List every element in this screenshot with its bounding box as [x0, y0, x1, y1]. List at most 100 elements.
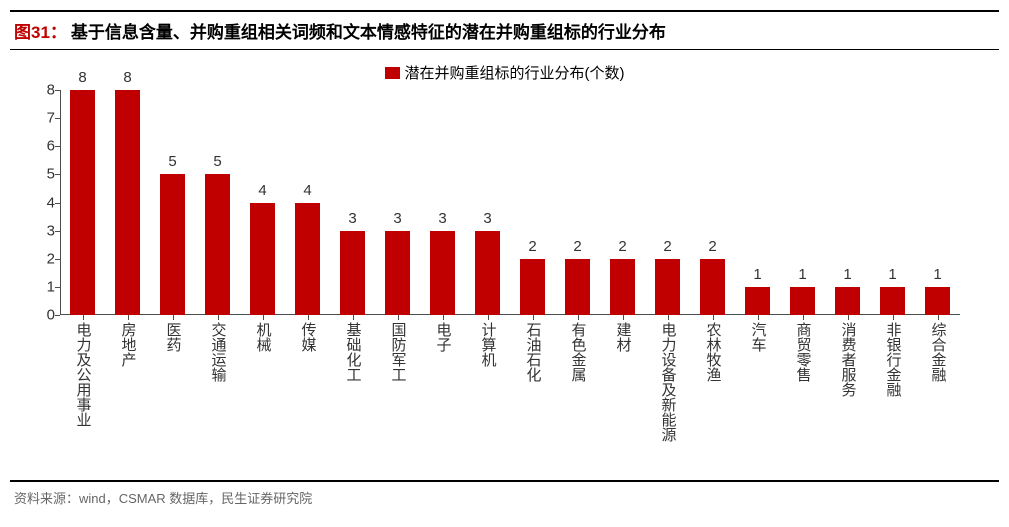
bar-group: 2	[700, 259, 725, 315]
bar	[475, 231, 500, 315]
y-tick-label: 6	[35, 138, 55, 155]
x-tick-mark	[83, 315, 84, 320]
bar-group: 8	[115, 90, 140, 315]
category-label: 医药	[166, 322, 181, 352]
bar-value-label: 1	[933, 266, 941, 283]
bar	[295, 203, 320, 316]
category-label: 商贸零售	[796, 322, 811, 382]
bar	[520, 259, 545, 315]
x-tick-mark	[218, 315, 219, 320]
bar-group: 2	[610, 259, 635, 315]
x-tick-mark	[263, 315, 264, 320]
x-tick-mark	[308, 315, 309, 320]
x-tick-mark	[668, 315, 669, 320]
bar-group: 4	[295, 203, 320, 316]
bar-group: 1	[925, 287, 950, 315]
figure-number: 图31：	[14, 18, 67, 43]
y-tick-mark	[55, 287, 60, 288]
y-tick-mark	[55, 118, 60, 119]
bar	[790, 287, 815, 315]
y-tick-label: 8	[35, 82, 55, 99]
bar	[340, 231, 365, 315]
y-tick-label: 1	[35, 278, 55, 295]
bar-value-label: 2	[618, 238, 626, 255]
bar-group: 1	[880, 287, 905, 315]
category-label: 交通运输	[211, 322, 226, 382]
bar-value-label: 1	[888, 266, 896, 283]
bar	[700, 259, 725, 315]
y-tick-mark	[55, 231, 60, 232]
category-label: 农林牧渔	[706, 322, 721, 382]
bar-value-label: 1	[753, 266, 761, 283]
y-tick-mark	[55, 90, 60, 91]
category-label: 消费者服务	[841, 322, 856, 397]
bar-value-label: 5	[213, 153, 221, 170]
bar-group: 3	[385, 231, 410, 315]
x-tick-mark	[443, 315, 444, 320]
bar-group: 8	[70, 90, 95, 315]
x-tick-mark	[173, 315, 174, 320]
bar	[925, 287, 950, 315]
bar-group: 1	[745, 287, 770, 315]
bar	[565, 259, 590, 315]
legend-swatch	[385, 67, 400, 79]
figure-title-bar: 图31： 基于信息含量、并购重组相关词频和文本情感特征的潜在并购重组标的行业分布	[10, 10, 999, 50]
y-tick-label: 7	[35, 110, 55, 127]
bar	[385, 231, 410, 315]
y-tick-mark	[55, 315, 60, 316]
bar-group: 5	[160, 174, 185, 315]
bar	[205, 174, 230, 315]
bar-group: 4	[250, 203, 275, 316]
category-label: 国防军工	[391, 322, 406, 382]
bar-group: 1	[790, 287, 815, 315]
bar-value-label: 4	[303, 182, 311, 199]
source-text: 资料来源：wind，CSMAR 数据库，民生证券研究院	[14, 491, 312, 506]
x-tick-mark	[533, 315, 534, 320]
category-label: 机械	[256, 322, 271, 352]
bar	[655, 259, 680, 315]
x-tick-mark	[488, 315, 489, 320]
bar-group: 2	[565, 259, 590, 315]
x-tick-mark	[353, 315, 354, 320]
bar-value-label: 2	[528, 238, 536, 255]
bar-value-label: 3	[438, 210, 446, 227]
x-tick-mark	[578, 315, 579, 320]
bar-group: 3	[430, 231, 455, 315]
bars-container: 88554433332222211111	[60, 90, 960, 315]
figure-title-text: 基于信息含量、并购重组相关词频和文本情感特征的潜在并购重组标的行业分布	[71, 18, 666, 43]
y-tick-mark	[55, 174, 60, 175]
bar	[430, 231, 455, 315]
y-tick-label: 2	[35, 250, 55, 267]
category-label: 建材	[616, 322, 631, 352]
bar	[70, 90, 95, 315]
category-label: 计算机	[481, 322, 496, 367]
category-label: 电力及公用事业	[76, 322, 91, 427]
x-tick-mark	[893, 315, 894, 320]
bar-value-label: 4	[258, 182, 266, 199]
y-tick-label: 0	[35, 307, 55, 324]
bar-value-label: 8	[123, 69, 131, 86]
chart-legend: 潜在并购重组标的行业分布(个数)	[385, 62, 625, 83]
bar	[160, 174, 185, 315]
y-tick-mark	[55, 259, 60, 260]
category-label: 汽车	[751, 322, 766, 352]
bar-value-label: 3	[483, 210, 491, 227]
y-tick-label: 4	[35, 194, 55, 211]
figure-container: 图31： 基于信息含量、并购重组相关词频和文本情感特征的潜在并购重组标的行业分布…	[10, 10, 999, 517]
category-label: 有色金属	[571, 322, 586, 382]
category-label: 综合金融	[931, 322, 946, 382]
bar-group: 2	[520, 259, 545, 315]
x-tick-mark	[848, 315, 849, 320]
bar	[835, 287, 860, 315]
bar-group: 3	[475, 231, 500, 315]
source-footer: 资料来源：wind，CSMAR 数据库，民生证券研究院	[10, 480, 999, 517]
bar-value-label: 2	[708, 238, 716, 255]
category-label: 电力设备及新能源	[661, 322, 676, 442]
x-tick-mark	[758, 315, 759, 320]
y-tick-mark	[55, 146, 60, 147]
chart-region: 潜在并购重组标的行业分布(个数) 88554433332222211111 01…	[10, 50, 999, 480]
bar	[115, 90, 140, 315]
x-tick-mark	[128, 315, 129, 320]
category-label: 房地产	[121, 322, 136, 367]
y-tick-label: 5	[35, 166, 55, 183]
